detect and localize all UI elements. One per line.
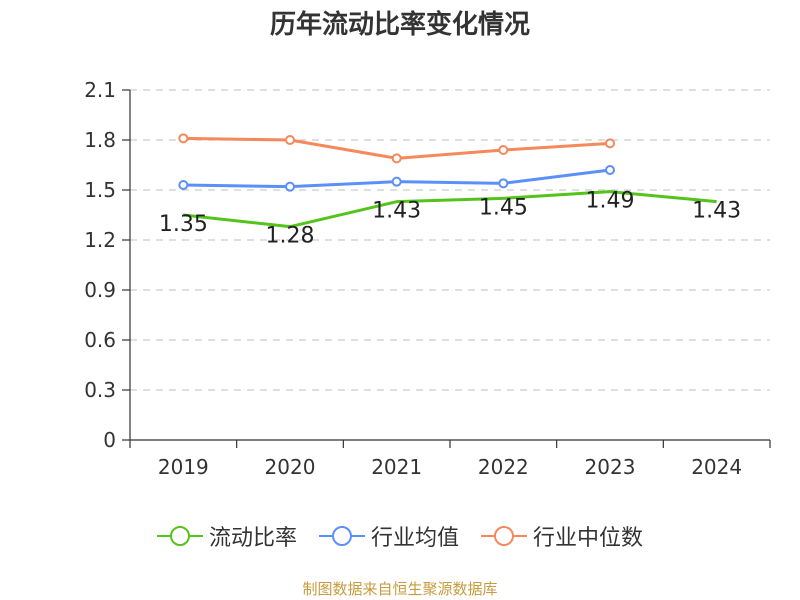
y-tick-label: 1.5: [84, 178, 116, 202]
data-point: [498, 178, 509, 189]
legend-item-current-ratio[interactable]: 流动比率: [156, 520, 297, 552]
x-tick-label: 2023: [585, 455, 636, 479]
y-tick-label: 0.9: [84, 278, 116, 302]
x-tick-label: 2020: [265, 455, 316, 479]
legend-label: 行业均值: [370, 526, 459, 551]
legend-label: 流动比率: [208, 526, 297, 551]
data-label: 1.49: [586, 189, 635, 214]
y-tick-label: 0.6: [84, 328, 116, 352]
data-label: 1.35: [159, 212, 208, 237]
data-point: [285, 135, 295, 145]
legend-item-industry-mean[interactable]: 行业均值: [318, 520, 459, 552]
series-line-0: [183, 190, 717, 229]
data-point: [178, 180, 189, 190]
data-point: [285, 181, 295, 192]
data-label: 1.43: [372, 199, 421, 224]
data-point: [498, 145, 509, 155]
source-note: 制图数据来自恒生聚源数据库: [302, 580, 498, 598]
x-tick-label: 2019: [158, 455, 209, 479]
y-tick-label: 1.2: [84, 228, 116, 252]
y-tick-label: 2.1: [84, 78, 116, 102]
legend-marker-icon: [318, 526, 365, 546]
legend-marker-icon: [481, 526, 527, 546]
data-label: 1.43: [692, 199, 741, 224]
legend-label: 行业中位数: [533, 526, 644, 551]
legend-marker-icon: [156, 526, 203, 546]
y-tick-label: 0: [103, 428, 116, 452]
y-tick-label: 1.8: [84, 128, 116, 152]
data-point: [178, 133, 189, 144]
y-tick-label: 0.3: [84, 378, 116, 402]
x-tick-label: 2021: [371, 455, 422, 479]
data-point: [605, 138, 615, 149]
x-tick-label: 2024: [691, 455, 742, 479]
data-label: 1.45: [479, 195, 528, 220]
x-tick-label: 2022: [478, 455, 529, 479]
legend: 流动比率 行业均值 行业中位数: [0, 520, 800, 552]
data-point: [391, 153, 402, 164]
legend-item-industry-median[interactable]: 行业中位数: [481, 520, 643, 552]
data-point: [605, 165, 615, 175]
data-point: [391, 176, 402, 187]
data-label: 1.28: [266, 224, 315, 249]
chart-title: 历年流动比率变化情况: [269, 10, 530, 40]
